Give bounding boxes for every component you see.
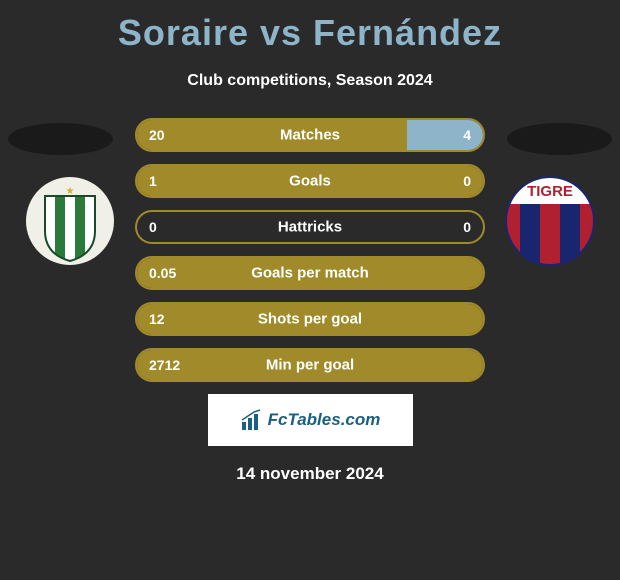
chart-icon — [240, 408, 264, 432]
stat-value-left: 2712 — [149, 357, 180, 373]
stat-row: 2712 Min per goal — [135, 348, 485, 382]
stat-value-left: 1 — [149, 173, 157, 189]
comparison-chart: ★ TIGRE 20 4 Matches 1 0 Goals 0 0 Hattricks 0.05… — [0, 118, 620, 382]
team-badge-left: ★ — [20, 176, 120, 266]
stat-row: 0 0 Hattricks — [135, 210, 485, 244]
stat-value-right: 0 — [463, 173, 471, 189]
stat-label: Matches — [280, 127, 340, 144]
stat-label: Min per goal — [266, 357, 354, 374]
team-badge-right: TIGRE — [500, 176, 600, 266]
svg-text:★: ★ — [66, 186, 75, 197]
stat-value-left: 0 — [149, 219, 157, 235]
stat-label: Goals — [289, 173, 331, 190]
stat-value-right: 0 — [463, 219, 471, 235]
stat-bars: 20 4 Matches 1 0 Goals 0 0 Hattricks 0.05 Goals pe… — [135, 118, 485, 382]
stat-label: Goals per match — [251, 265, 369, 282]
page-title: Soraire vs Fernández — [0, 0, 620, 54]
footer-text: FcTables.com — [268, 410, 381, 430]
stat-value-left: 20 — [149, 127, 165, 143]
stat-value-left: 0.05 — [149, 265, 176, 281]
stat-row: 20 4 Matches — [135, 118, 485, 152]
photo-placeholder-right — [507, 123, 612, 155]
footer-attribution: FcTables.com — [208, 394, 413, 446]
svg-text:TIGRE: TIGRE — [527, 183, 573, 200]
stat-label: Shots per goal — [258, 311, 362, 328]
stat-value-left: 12 — [149, 311, 165, 327]
date-label: 14 november 2024 — [0, 464, 620, 484]
stat-row: 0.05 Goals per match — [135, 256, 485, 290]
photo-placeholder-left — [8, 123, 113, 155]
stat-label: Hattricks — [278, 219, 342, 236]
stat-row: 1 0 Goals — [135, 164, 485, 198]
stat-value-right: 4 — [463, 127, 471, 143]
stat-row: 12 Shots per goal — [135, 302, 485, 336]
subtitle: Club competitions, Season 2024 — [0, 72, 620, 90]
